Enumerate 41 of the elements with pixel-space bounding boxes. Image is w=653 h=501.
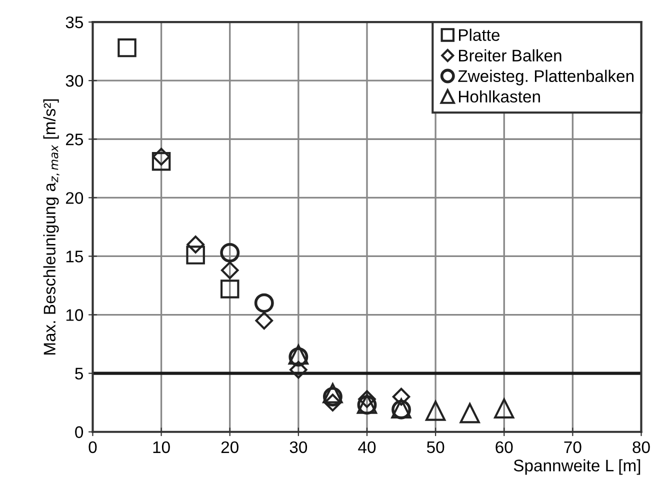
x-tick-label: 60 bbox=[496, 441, 513, 454]
x-tick-label: 70 bbox=[564, 441, 582, 454]
legend-label: Breiter Balken bbox=[459, 49, 562, 62]
legend-label: Hohlkasten bbox=[459, 90, 540, 103]
point bbox=[425, 400, 446, 421]
y-axis-title: Max. Beschleunigung a$_{z,max}$ [m/s²] bbox=[43, 99, 60, 354]
point bbox=[392, 388, 410, 406]
point bbox=[255, 312, 274, 330]
point bbox=[322, 387, 342, 406]
point bbox=[152, 148, 170, 166]
x-tick-label: 50 bbox=[426, 441, 444, 454]
point bbox=[494, 398, 514, 419]
x-tick-label: 0 bbox=[88, 441, 97, 454]
point bbox=[290, 360, 308, 379]
y-tick-label: 35 bbox=[66, 16, 83, 28]
point bbox=[460, 403, 480, 424]
y-tick-label: 25 bbox=[66, 134, 83, 146]
x-axis-title: Spannweite L [m] bbox=[514, 459, 640, 475]
y-tick-label: 20 bbox=[66, 192, 84, 204]
legend-label: Platte bbox=[459, 28, 500, 41]
point bbox=[118, 38, 136, 58]
point bbox=[186, 246, 205, 264]
legend-label: Zweisteg. Plattenbalken bbox=[458, 70, 634, 86]
point bbox=[322, 383, 343, 404]
point bbox=[186, 236, 204, 254]
point bbox=[152, 152, 171, 171]
point bbox=[254, 293, 274, 313]
x-tick-label: 80 bbox=[632, 441, 650, 454]
point bbox=[324, 394, 342, 412]
point bbox=[220, 261, 239, 280]
point bbox=[220, 242, 240, 262]
x-tick-label: 40 bbox=[358, 441, 376, 454]
y-tick-label: 10 bbox=[66, 309, 84, 321]
x-tick-label: 10 bbox=[153, 441, 170, 454]
y-tick-label: 15 bbox=[66, 250, 83, 262]
x-tick-label: 20 bbox=[221, 441, 238, 454]
y-tick-label: 5 bbox=[75, 368, 83, 380]
x-tick-label: 30 bbox=[290, 441, 308, 454]
point bbox=[220, 280, 240, 298]
y-tick-label: 0 bbox=[75, 426, 84, 438]
y-tick-label: 30 bbox=[66, 74, 84, 87]
